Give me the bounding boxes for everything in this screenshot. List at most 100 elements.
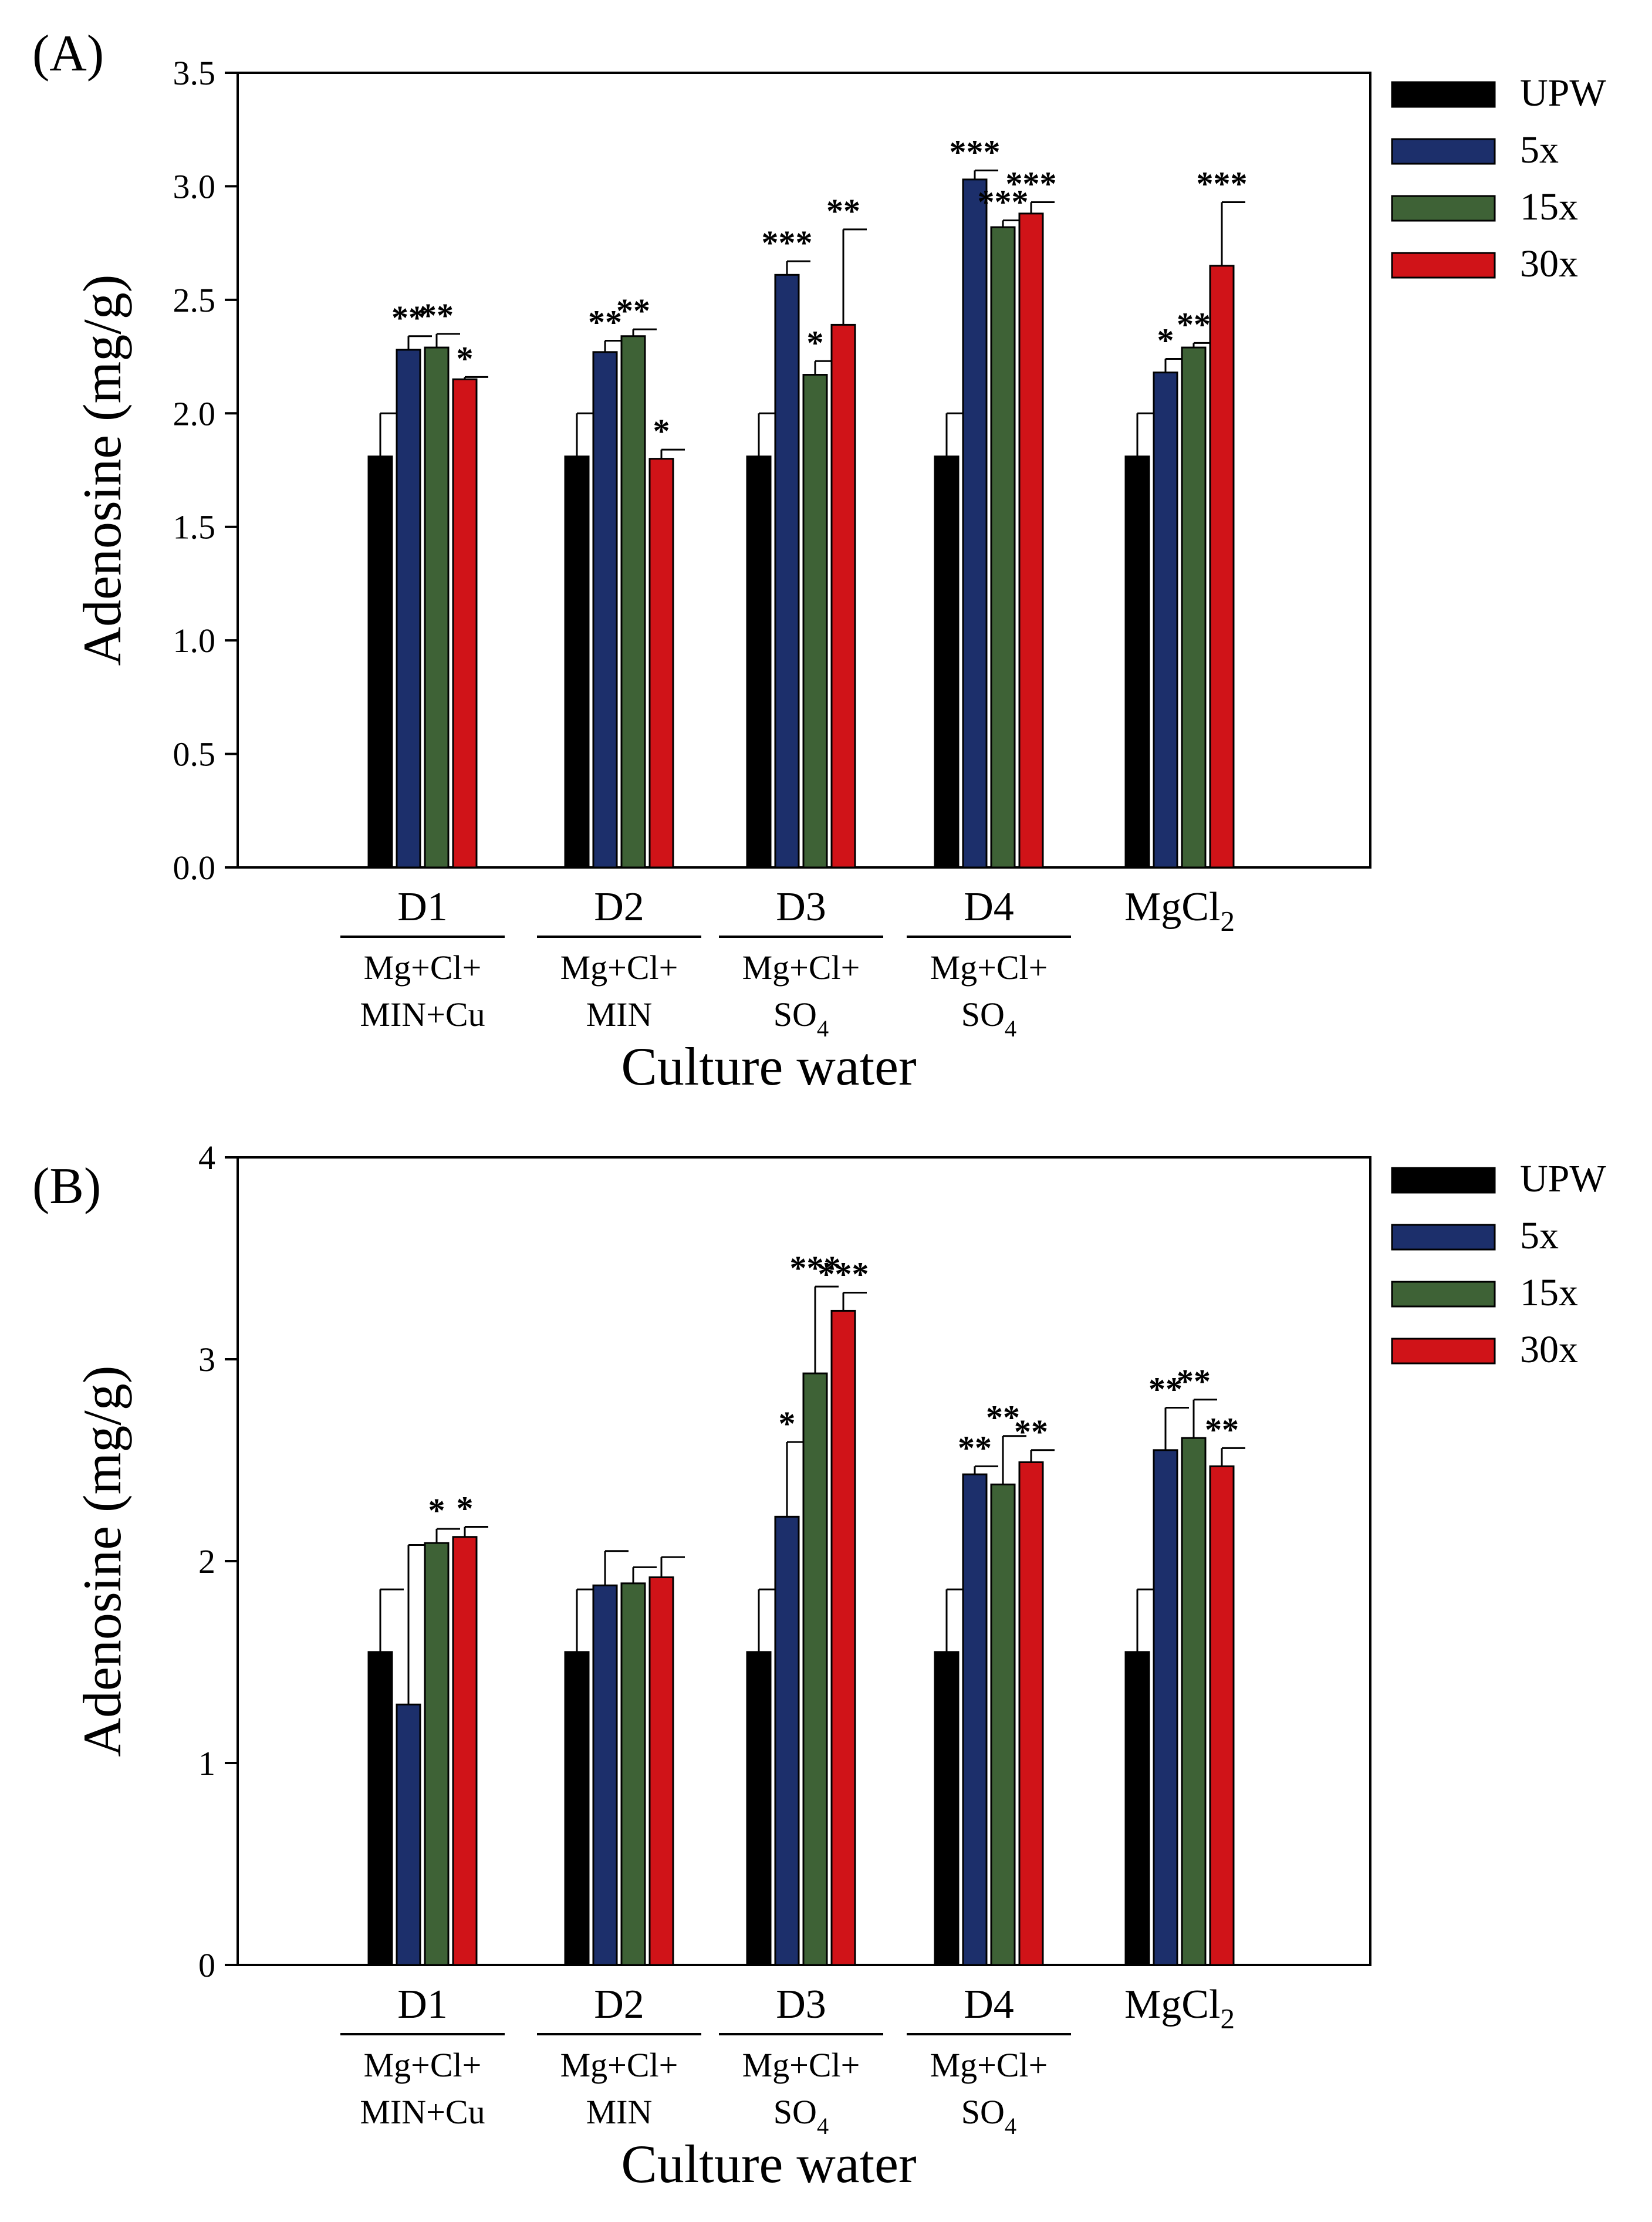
significance-label: ** [1148,1370,1183,1409]
category-label: MgCl2 [1124,884,1235,937]
y-tick-label: 1.5 [173,508,216,546]
category-description: MIN+Cu [360,2093,485,2131]
legend-swatch [1391,1167,1496,1194]
bar [746,1651,772,1966]
bar [1018,212,1044,869]
legend-label: 15x [1520,1271,1578,1314]
bar [424,346,450,869]
category-description: SO4 [773,995,829,1042]
bar [962,178,988,869]
bar [1153,1449,1178,1966]
legend-label: 30x [1520,1328,1578,1371]
significance-label: ** [1205,1410,1239,1448]
significance-label: ** [958,1429,992,1467]
significance-label: *** [950,133,1001,171]
significance-label: ** [391,299,425,337]
significance-label: *** [818,1255,869,1293]
bar [620,1582,646,1966]
category-label: MgCl2 [1124,1982,1235,2035]
category-description: MIN+Cu [360,995,485,1034]
category-description: SO4 [961,995,1016,1042]
bar [802,1372,828,1966]
legend-label: 5x [1520,1214,1559,1257]
panel-label: (B) [32,1158,101,1215]
bar [1209,1465,1235,1966]
y-tick-label: 3.5 [173,54,216,92]
bar [452,1536,478,1966]
bar [564,455,590,869]
legend-label: 30x [1520,242,1578,285]
significance-label: * [457,339,474,377]
bar [934,1651,960,1966]
y-axis-title: Adenosine (mg/g) [72,275,132,666]
y-tick-label: 2.0 [173,394,216,433]
category-label: D4 [964,1982,1014,2027]
category-description: SO4 [961,2093,1016,2139]
category-description: MIN [586,2093,653,2131]
y-tick-label: 1 [198,1744,215,1782]
legend-swatch [1391,138,1496,165]
legend-label: UPW [1520,72,1606,114]
bar [396,349,421,869]
significance-label: ** [1177,305,1211,343]
bar [830,323,856,869]
x-axis-title: Culture water [621,2134,916,2194]
significance-label: ** [588,303,622,341]
category-label: D4 [964,884,1014,930]
bar [1018,1461,1044,1966]
x-axis-title: Culture water [621,1036,916,1096]
significance-label: ** [826,192,860,230]
bar [367,455,393,869]
y-tick-label: 3.0 [173,167,216,205]
y-tick-label: 2.5 [173,281,216,319]
bar [1153,372,1178,869]
category-description: Mg+Cl+ [560,948,678,987]
bar [648,1576,674,1966]
bar [424,1542,450,1966]
bar [990,1483,1016,1966]
y-tick-label: 2 [198,1542,215,1581]
bar [452,378,478,869]
bar [830,1309,856,1966]
bar [990,226,1016,869]
legend-swatch [1391,1281,1496,1308]
category-description: Mg+Cl+ [364,948,482,987]
significance-label: *** [790,1249,841,1287]
bar [648,458,674,869]
y-tick-label: 0.0 [173,849,216,887]
legend-label: 5x [1520,129,1559,171]
bar [620,335,646,869]
significance-label: * [779,1404,796,1443]
category-label: D2 [594,884,644,930]
bar [564,1651,590,1966]
bar [1124,1651,1150,1966]
legend-swatch [1391,195,1496,222]
significance-label: * [457,1490,474,1528]
bar [774,273,800,869]
legend-label: UPW [1520,1157,1606,1200]
bar [1181,1437,1207,1966]
bar [1124,455,1150,869]
bar [592,351,618,869]
category-label: D1 [397,1982,448,2027]
legend-swatch [1391,252,1496,279]
y-tick-label: 3 [198,1340,215,1379]
category-description: Mg+Cl+ [560,2046,678,2084]
bar [1209,265,1235,869]
legend-swatch [1391,1224,1496,1251]
category-description: Mg+Cl+ [742,948,860,987]
bar [746,455,772,869]
panel-label: (A) [32,25,104,82]
bar [934,455,960,869]
bar [396,1703,421,1966]
y-tick-label: 1.0 [173,622,216,660]
significance-label: * [807,323,824,362]
bar [962,1473,988,1966]
category-description: Mg+Cl+ [930,948,1048,987]
category-description: Mg+Cl+ [364,2046,482,2084]
significance-label: ** [1014,1413,1048,1451]
y-tick-label: 0 [198,1946,215,1984]
legend-label: 15x [1520,185,1578,228]
